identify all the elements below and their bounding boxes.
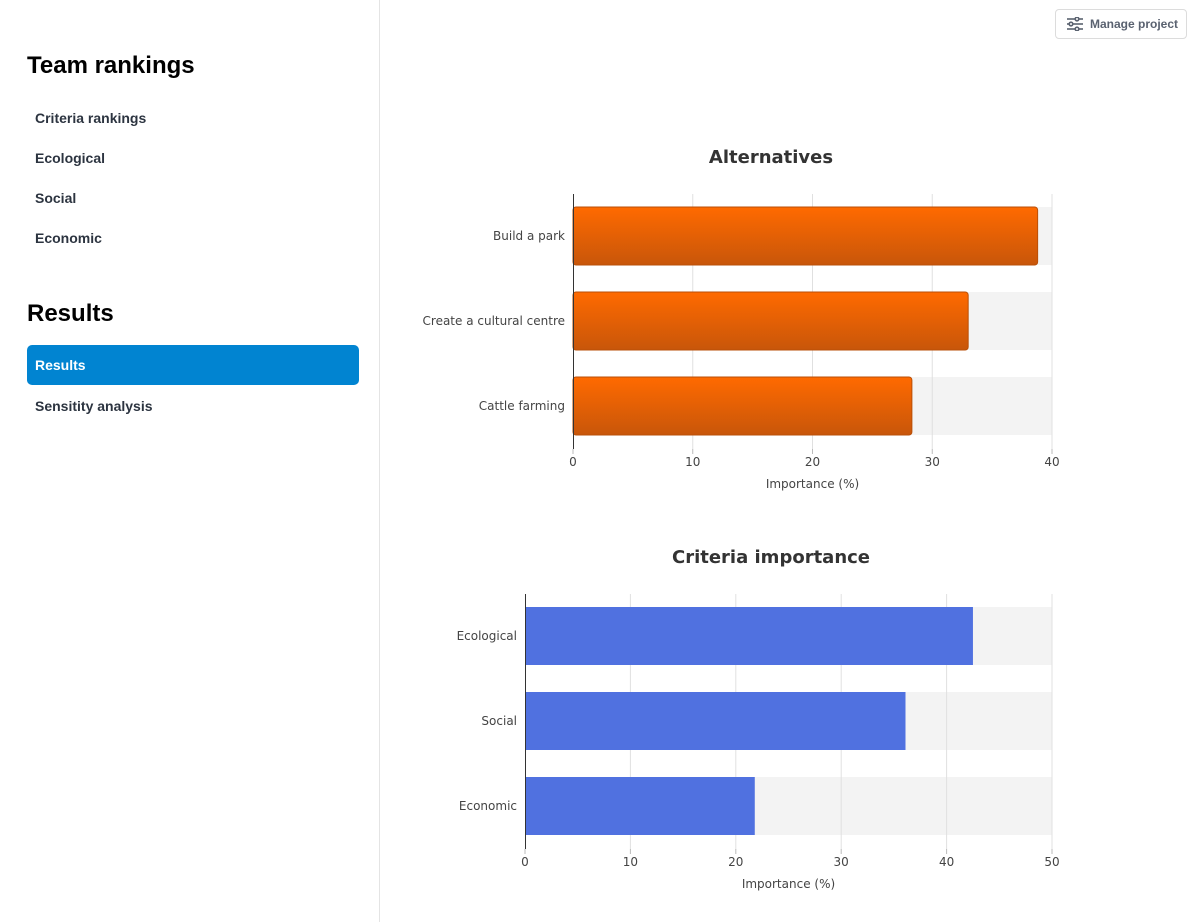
x-tick-label: 0	[569, 455, 577, 469]
category-label-create-a-cultural-centre: Create a cultural centre	[423, 314, 565, 328]
sidebar-item-social[interactable]: Social	[35, 190, 77, 206]
x-tick-label: 10	[685, 455, 700, 469]
category-label-ecological: Ecological	[457, 629, 517, 643]
x-tick-label: 20	[728, 855, 743, 869]
bar-social	[525, 692, 906, 750]
category-label-cattle-farming: Cattle farming	[479, 399, 565, 413]
bar-build-a-park	[572, 206, 1039, 266]
sidebar-item-economic[interactable]: Economic	[35, 230, 102, 246]
chart-title: Alternatives	[709, 147, 833, 168]
x-tick-label: 20	[805, 455, 820, 469]
x-tick-label: 40	[1044, 455, 1059, 469]
category-label-social: Social	[481, 714, 517, 728]
sidebar-item-results[interactable]: Results	[27, 345, 359, 385]
results-heading: Results	[27, 300, 114, 327]
x-tick-label: 10	[623, 855, 638, 869]
x-tick-label: 30	[834, 855, 849, 869]
bar-create-a-cultural-centre	[572, 291, 969, 351]
category-label-economic: Economic	[459, 799, 517, 813]
team-rankings-heading: Team rankings	[27, 52, 195, 79]
x-tick-label: 30	[925, 455, 940, 469]
category-label-build-a-park: Build a park	[493, 229, 565, 243]
sidebar: Team rankings Criteria rankings Ecologic…	[0, 0, 380, 922]
bar-ecological	[525, 607, 973, 665]
x-axis-label: Importance (%)	[766, 477, 859, 491]
sliders-icon	[1067, 17, 1083, 31]
x-axis-label: Importance (%)	[742, 877, 835, 891]
chart-title: Criteria importance	[672, 547, 870, 568]
bar-economic	[525, 777, 755, 835]
bar-cattle-farming	[572, 376, 913, 436]
manage-project-button[interactable]: Manage project	[1055, 9, 1187, 39]
alternatives-chart: Alternatives Build a park Create a cultura…	[423, 147, 1060, 491]
sidebar-item-ecological[interactable]: Ecological	[35, 150, 106, 166]
x-tick-label: 40	[939, 855, 954, 869]
sidebar-item-criteria-rankings[interactable]: Criteria rankings	[35, 110, 147, 126]
criteria-importance-chart: Criteria importance Ecological Social Econo…	[457, 547, 1060, 891]
sidebar-item-sensitivity-analysis[interactable]: Sensitity analysis	[35, 398, 153, 414]
x-tick-label: 0	[521, 855, 529, 869]
manage-project-label: Manage project	[1090, 17, 1179, 31]
x-tick-label: 50	[1044, 855, 1059, 869]
